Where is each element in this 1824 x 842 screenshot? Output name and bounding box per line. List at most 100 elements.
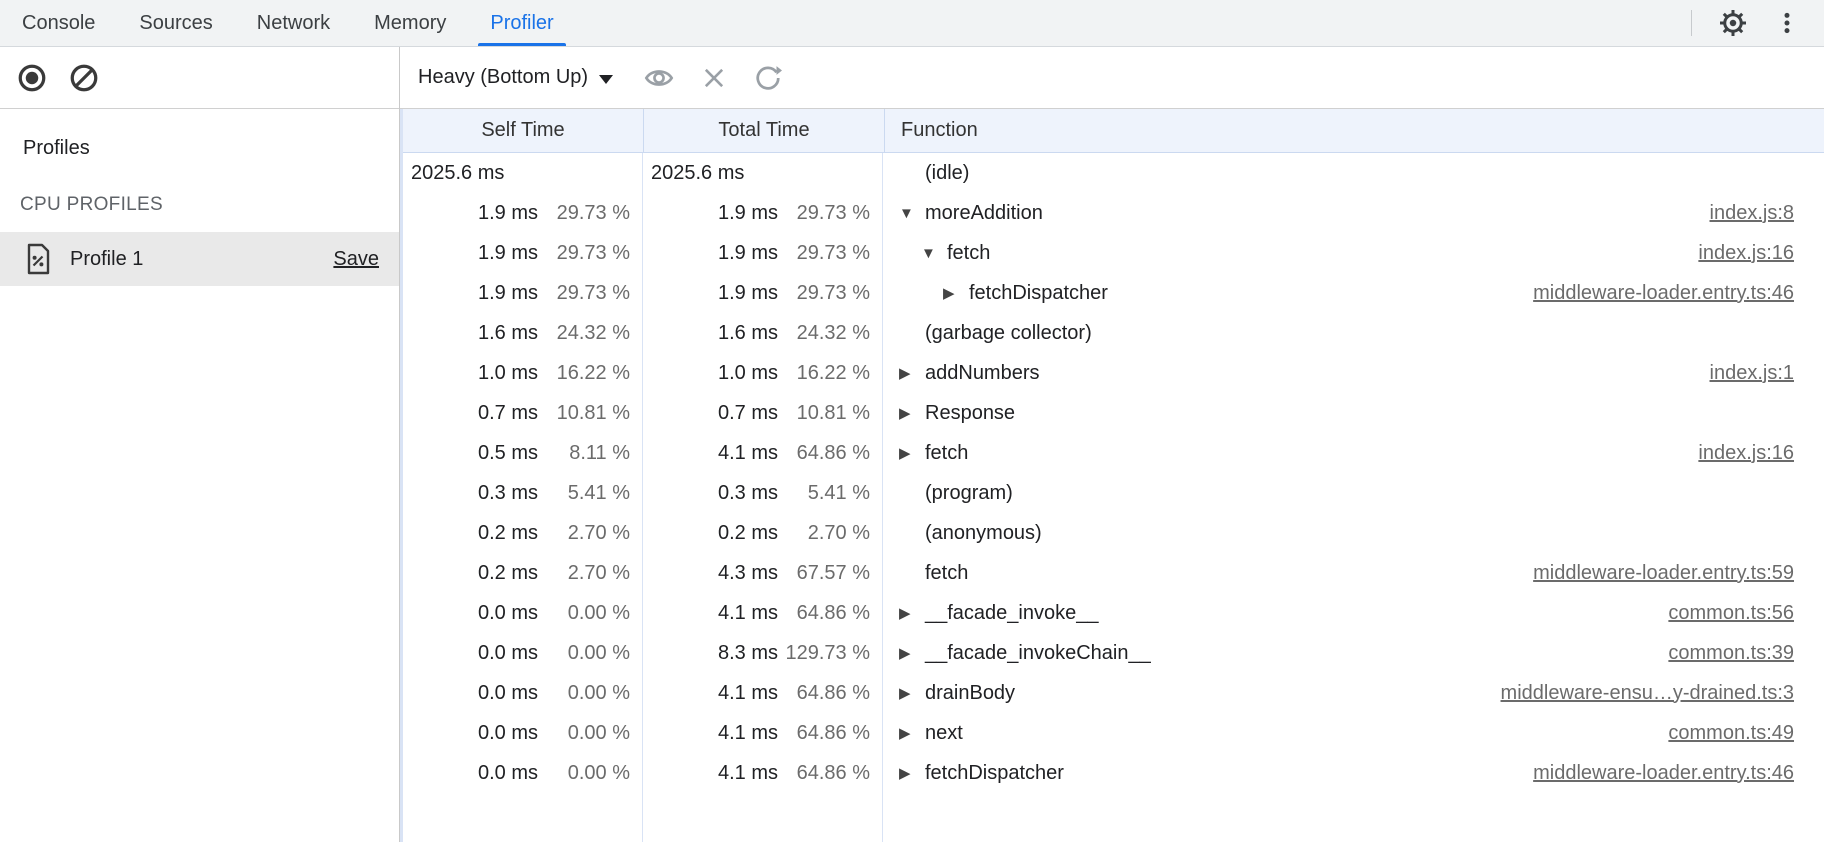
table-row[interactable]: 0.2 ms 2.70 % 4.3 ms 67.57 % fetch middleware…: [403, 553, 1824, 593]
total-percent-value: 16.22 %: [796, 361, 870, 384]
sidebar-item-profile-1[interactable]: Profile 1 Save: [0, 232, 399, 286]
total-percent-value: 64.86 %: [796, 681, 870, 704]
source-link[interactable]: index.js:1: [1709, 361, 1795, 384]
kebab-menu-icon[interactable]: [1774, 10, 1800, 36]
total-percent-value: 64.86 %: [796, 721, 870, 744]
function-cell: (anonymous): [883, 513, 1824, 553]
expand-arrow-icon[interactable]: ▶: [899, 605, 911, 622]
tab-network[interactable]: Network: [256, 11, 331, 34]
function-name: __facade_invokeChain__: [925, 641, 1151, 664]
table-row[interactable]: 2025.6 ms 2025.6 ms (idle): [403, 153, 1824, 193]
tab-profiler[interactable]: Profiler: [468, 0, 575, 46]
source-link[interactable]: common.ts:56: [1668, 601, 1794, 624]
expand-arrow-icon[interactable]: ▶: [899, 765, 911, 782]
table-row[interactable]: 0.0 ms 0.00 % 4.1 ms 64.86 % ▶ next common.ts:…: [403, 713, 1824, 753]
source-link[interactable]: middleware-loader.entry.ts:59: [1533, 561, 1794, 584]
expand-arrow-icon[interactable]: ▶: [943, 285, 955, 302]
source-link[interactable]: common.ts:49: [1668, 721, 1794, 744]
self-ms-value: 0.3 ms: [477, 481, 538, 504]
function-name: fetchDispatcher: [969, 281, 1108, 304]
self-time-cell: 1.0 ms 16.22 %: [403, 353, 643, 393]
record-button[interactable]: [17, 63, 47, 93]
profile-rows: 2025.6 ms 2025.6 ms (idle) 1.9 ms 29.73 % 1.9…: [403, 153, 1824, 793]
source-link[interactable]: common.ts:39: [1668, 641, 1794, 664]
refresh-icon[interactable]: [753, 63, 783, 93]
table-row[interactable]: 0.0 ms 0.00 % 4.1 ms 64.86 % ▶ drainBody middl…: [403, 673, 1824, 713]
self-time-cell: 0.7 ms 10.81 %: [403, 393, 643, 433]
self-ms-value: 1.9 ms: [477, 281, 538, 304]
self-ms-value: 0.2 ms: [477, 561, 538, 584]
expand-arrow-icon[interactable]: ▶: [899, 365, 911, 382]
self-ms-value: 0.2 ms: [477, 521, 538, 544]
tab-console[interactable]: Console: [22, 11, 96, 34]
source-link[interactable]: index.js:8: [1709, 201, 1795, 224]
self-ms-value: 0.0 ms: [477, 721, 538, 744]
expand-arrow-icon[interactable]: ▶: [899, 685, 911, 702]
table-row[interactable]: 0.7 ms 10.81 % 0.7 ms 10.81 % ▶ Response: [403, 393, 1824, 433]
table-row[interactable]: 0.2 ms 2.70 % 0.2 ms 2.70 % (anonymous): [403, 513, 1824, 553]
total-time-cell: 1.9 ms 29.73 %: [643, 273, 883, 313]
total-ms-value: 4.1 ms: [717, 681, 778, 704]
total-time-cell: 0.2 ms 2.70 %: [643, 513, 883, 553]
total-percent-value: 2.70 %: [807, 521, 870, 544]
function-name: (program): [925, 481, 1013, 504]
expand-arrow-icon[interactable]: ▼: [899, 204, 914, 222]
total-percent-value: 5.41 %: [807, 481, 870, 504]
function-name: (garbage collector): [925, 321, 1092, 344]
tab-bar-actions: [1691, 0, 1824, 46]
table-row[interactable]: 1.9 ms 29.73 % 1.9 ms 29.73 % ▼ fetch index.js…: [403, 233, 1824, 273]
total-time-cell: 1.9 ms 29.73 %: [643, 193, 883, 233]
total-percent-value: 10.81 %: [796, 401, 870, 424]
total-time-cell: 4.1 ms 64.86 %: [643, 433, 883, 473]
function-cell: ▶ addNumbers index.js:1: [883, 353, 1824, 393]
total-ms-value: 0.3 ms: [717, 481, 778, 504]
column-header-function[interactable]: Function: [901, 119, 978, 141]
self-percent-value: 29.73 %: [556, 201, 630, 224]
table-row[interactable]: 1.0 ms 16.22 % 1.0 ms 16.22 % ▶ addNumbers ind…: [403, 353, 1824, 393]
expand-arrow-icon[interactable]: ▶: [899, 445, 911, 462]
source-link[interactable]: middleware-loader.entry.ts:46: [1533, 281, 1794, 304]
expand-arrow-icon[interactable]: ▶: [899, 645, 911, 662]
expand-arrow-icon[interactable]: ▶: [899, 405, 911, 422]
self-time-cell: 0.3 ms 5.41 %: [403, 473, 643, 513]
grid-filler: [403, 793, 1824, 842]
table-row[interactable]: 1.9 ms 29.73 % 1.9 ms 29.73 % ▶ fetchDispatch…: [403, 273, 1824, 313]
self-ms-value: 2025.6 ms: [411, 161, 505, 184]
expand-arrow-icon[interactable]: ▶: [899, 725, 911, 742]
self-time-cell: 1.9 ms 29.73 %: [403, 233, 643, 273]
toolbar-divider: [1691, 10, 1692, 36]
total-percent-value: 129.73 %: [785, 641, 870, 664]
table-row[interactable]: 0.0 ms 0.00 % 8.3 ms 129.73 % ▶ __facade_invo…: [403, 633, 1824, 673]
table-row[interactable]: 0.0 ms 0.00 % 4.1 ms 64.86 % ▶ fetchDispatche…: [403, 753, 1824, 793]
function-cell: ▶ next common.ts:49: [883, 713, 1824, 753]
settings-gear-icon[interactable]: [1718, 8, 1748, 38]
save-profile-link[interactable]: Save: [333, 247, 379, 270]
tab-sources[interactable]: Sources: [139, 11, 213, 34]
table-row[interactable]: 0.5 ms 8.11 % 4.1 ms 64.86 % ▶ fetch index.js:…: [403, 433, 1824, 473]
view-mode-dropdown[interactable]: Heavy (Bottom Up): [418, 66, 614, 89]
function-cell: (program): [883, 473, 1824, 513]
filler-cell: [643, 793, 883, 842]
column-header-total-time[interactable]: Total Time: [644, 109, 885, 152]
focus-eye-icon[interactable]: [643, 62, 675, 94]
source-link[interactable]: middleware-loader.entry.ts:46: [1533, 761, 1794, 784]
source-link[interactable]: index.js:16: [1698, 241, 1794, 264]
table-row[interactable]: 1.9 ms 29.73 % 1.9 ms 29.73 % ▼ moreAddition i…: [403, 193, 1824, 233]
source-link[interactable]: middleware-ensu…y-drained.ts:3: [1500, 681, 1794, 704]
filler-cell: [883, 793, 1824, 842]
function-name: (anonymous): [925, 521, 1042, 544]
exclude-close-icon[interactable]: [700, 64, 728, 92]
column-header-self-time[interactable]: Self Time: [403, 109, 644, 152]
table-row[interactable]: 0.3 ms 5.41 % 0.3 ms 5.41 % (program): [403, 473, 1824, 513]
function-cell: ▶ fetchDispatcher middleware-loader.entry.…: [883, 273, 1824, 313]
total-ms-value: 4.1 ms: [717, 721, 778, 744]
source-link[interactable]: index.js:16: [1698, 441, 1794, 464]
table-row[interactable]: 1.6 ms 24.32 % 1.6 ms 24.32 % (garbage colle…: [403, 313, 1824, 353]
clear-button[interactable]: [69, 63, 99, 93]
tab-memory[interactable]: Memory: [374, 11, 447, 34]
function-name: fetch: [947, 241, 991, 264]
table-row[interactable]: 0.0 ms 0.00 % 4.1 ms 64.86 % ▶ __facade_invok…: [403, 593, 1824, 633]
function-name: fetch: [925, 561, 969, 584]
expand-arrow-icon[interactable]: ▼: [921, 244, 936, 262]
